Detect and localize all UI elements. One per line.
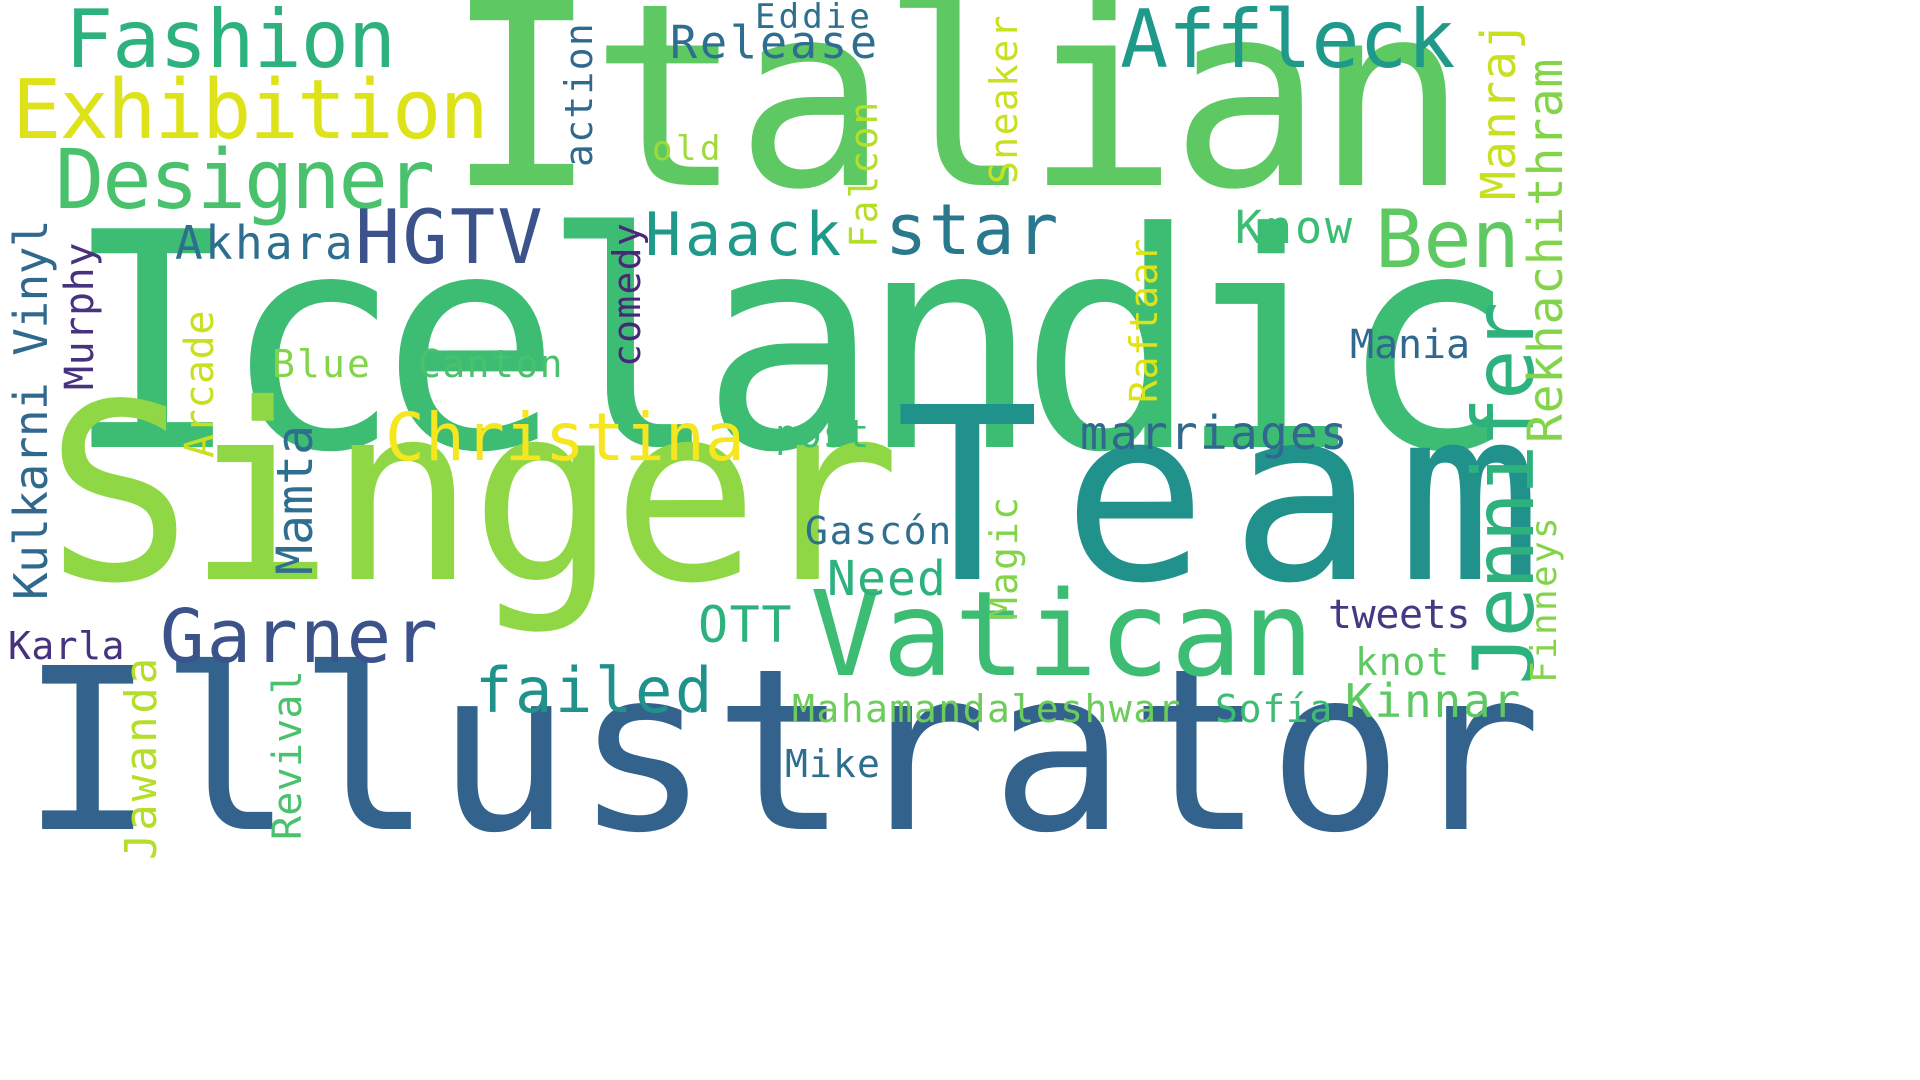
word-hgtv: HGTV (355, 193, 545, 281)
word-knot: knot (1355, 640, 1450, 684)
word-fashion: Fashion (65, 0, 396, 86)
word-comedy: comedy (605, 222, 649, 367)
word-arcade: Arcade (177, 310, 223, 458)
word-manraj: Manraj (1471, 20, 1527, 200)
word-action: action (557, 22, 601, 167)
word-kulkarni-vinyl: Kulkarni Vinyl (4, 220, 58, 600)
word-karla: Karla (8, 624, 125, 668)
word-raftaar: Raftaar (1122, 238, 1166, 403)
word-eddie: Eddie (755, 0, 873, 37)
word-mike: Mike (785, 742, 881, 786)
word-christina: Christina (385, 399, 745, 476)
word-sneaker: Sneaker (982, 14, 1026, 184)
word-singer: Singer (45, 352, 901, 637)
word-ben: Ben (1375, 193, 1520, 286)
word-mania: Mania (1350, 322, 1470, 368)
word-icelandic: Icelandic (62, 169, 1518, 518)
word-kinnar: Kinnar (1345, 674, 1522, 728)
word-gascon: Gascón (805, 509, 953, 553)
word-falcon: Falcon (842, 100, 886, 248)
word-marriages: marriages (1080, 406, 1350, 460)
word-finneys: Finneys (1524, 515, 1565, 683)
word-star: star (885, 189, 1060, 271)
word-release: Release (670, 16, 880, 69)
word-vatican: Vatican (810, 565, 1315, 703)
word-illustrator: Illustrator (20, 621, 1545, 883)
word-jawanda: Jawanda (116, 655, 167, 860)
word-haack: Haack (645, 200, 845, 270)
word-failed: failed (475, 654, 715, 727)
word-garner: Garner (160, 594, 440, 680)
word-ott: OTT (698, 596, 793, 654)
word-rekhachithram: Rekhachithram (1518, 58, 1574, 443)
word-magic: Magic (982, 495, 1026, 620)
word-blue: Blue (272, 342, 372, 386)
word-team: Team (895, 356, 1565, 636)
word-tweets: tweets (1328, 592, 1470, 638)
word-canton: Canton (418, 342, 564, 386)
word-mamta: Mamta (266, 425, 324, 575)
word-murphy: Murphy (57, 242, 103, 390)
word-akhara: Akhara (175, 216, 355, 270)
word-affleck: Affleck (1120, 0, 1455, 86)
word-sofia: Sofía (1215, 687, 1333, 731)
word-designer: Designer (55, 133, 435, 228)
word-need: Need (827, 551, 947, 607)
word-mahamandaleshwar: Mahamandaleshwar (792, 687, 1182, 731)
word-exhibition: Exhibition (12, 63, 489, 158)
word-know: Know (1235, 201, 1355, 254)
word-post: post (775, 412, 870, 456)
word-revival: Revival (265, 670, 311, 840)
word-old: old (652, 129, 724, 169)
word-italian: Italian (445, 0, 1469, 246)
